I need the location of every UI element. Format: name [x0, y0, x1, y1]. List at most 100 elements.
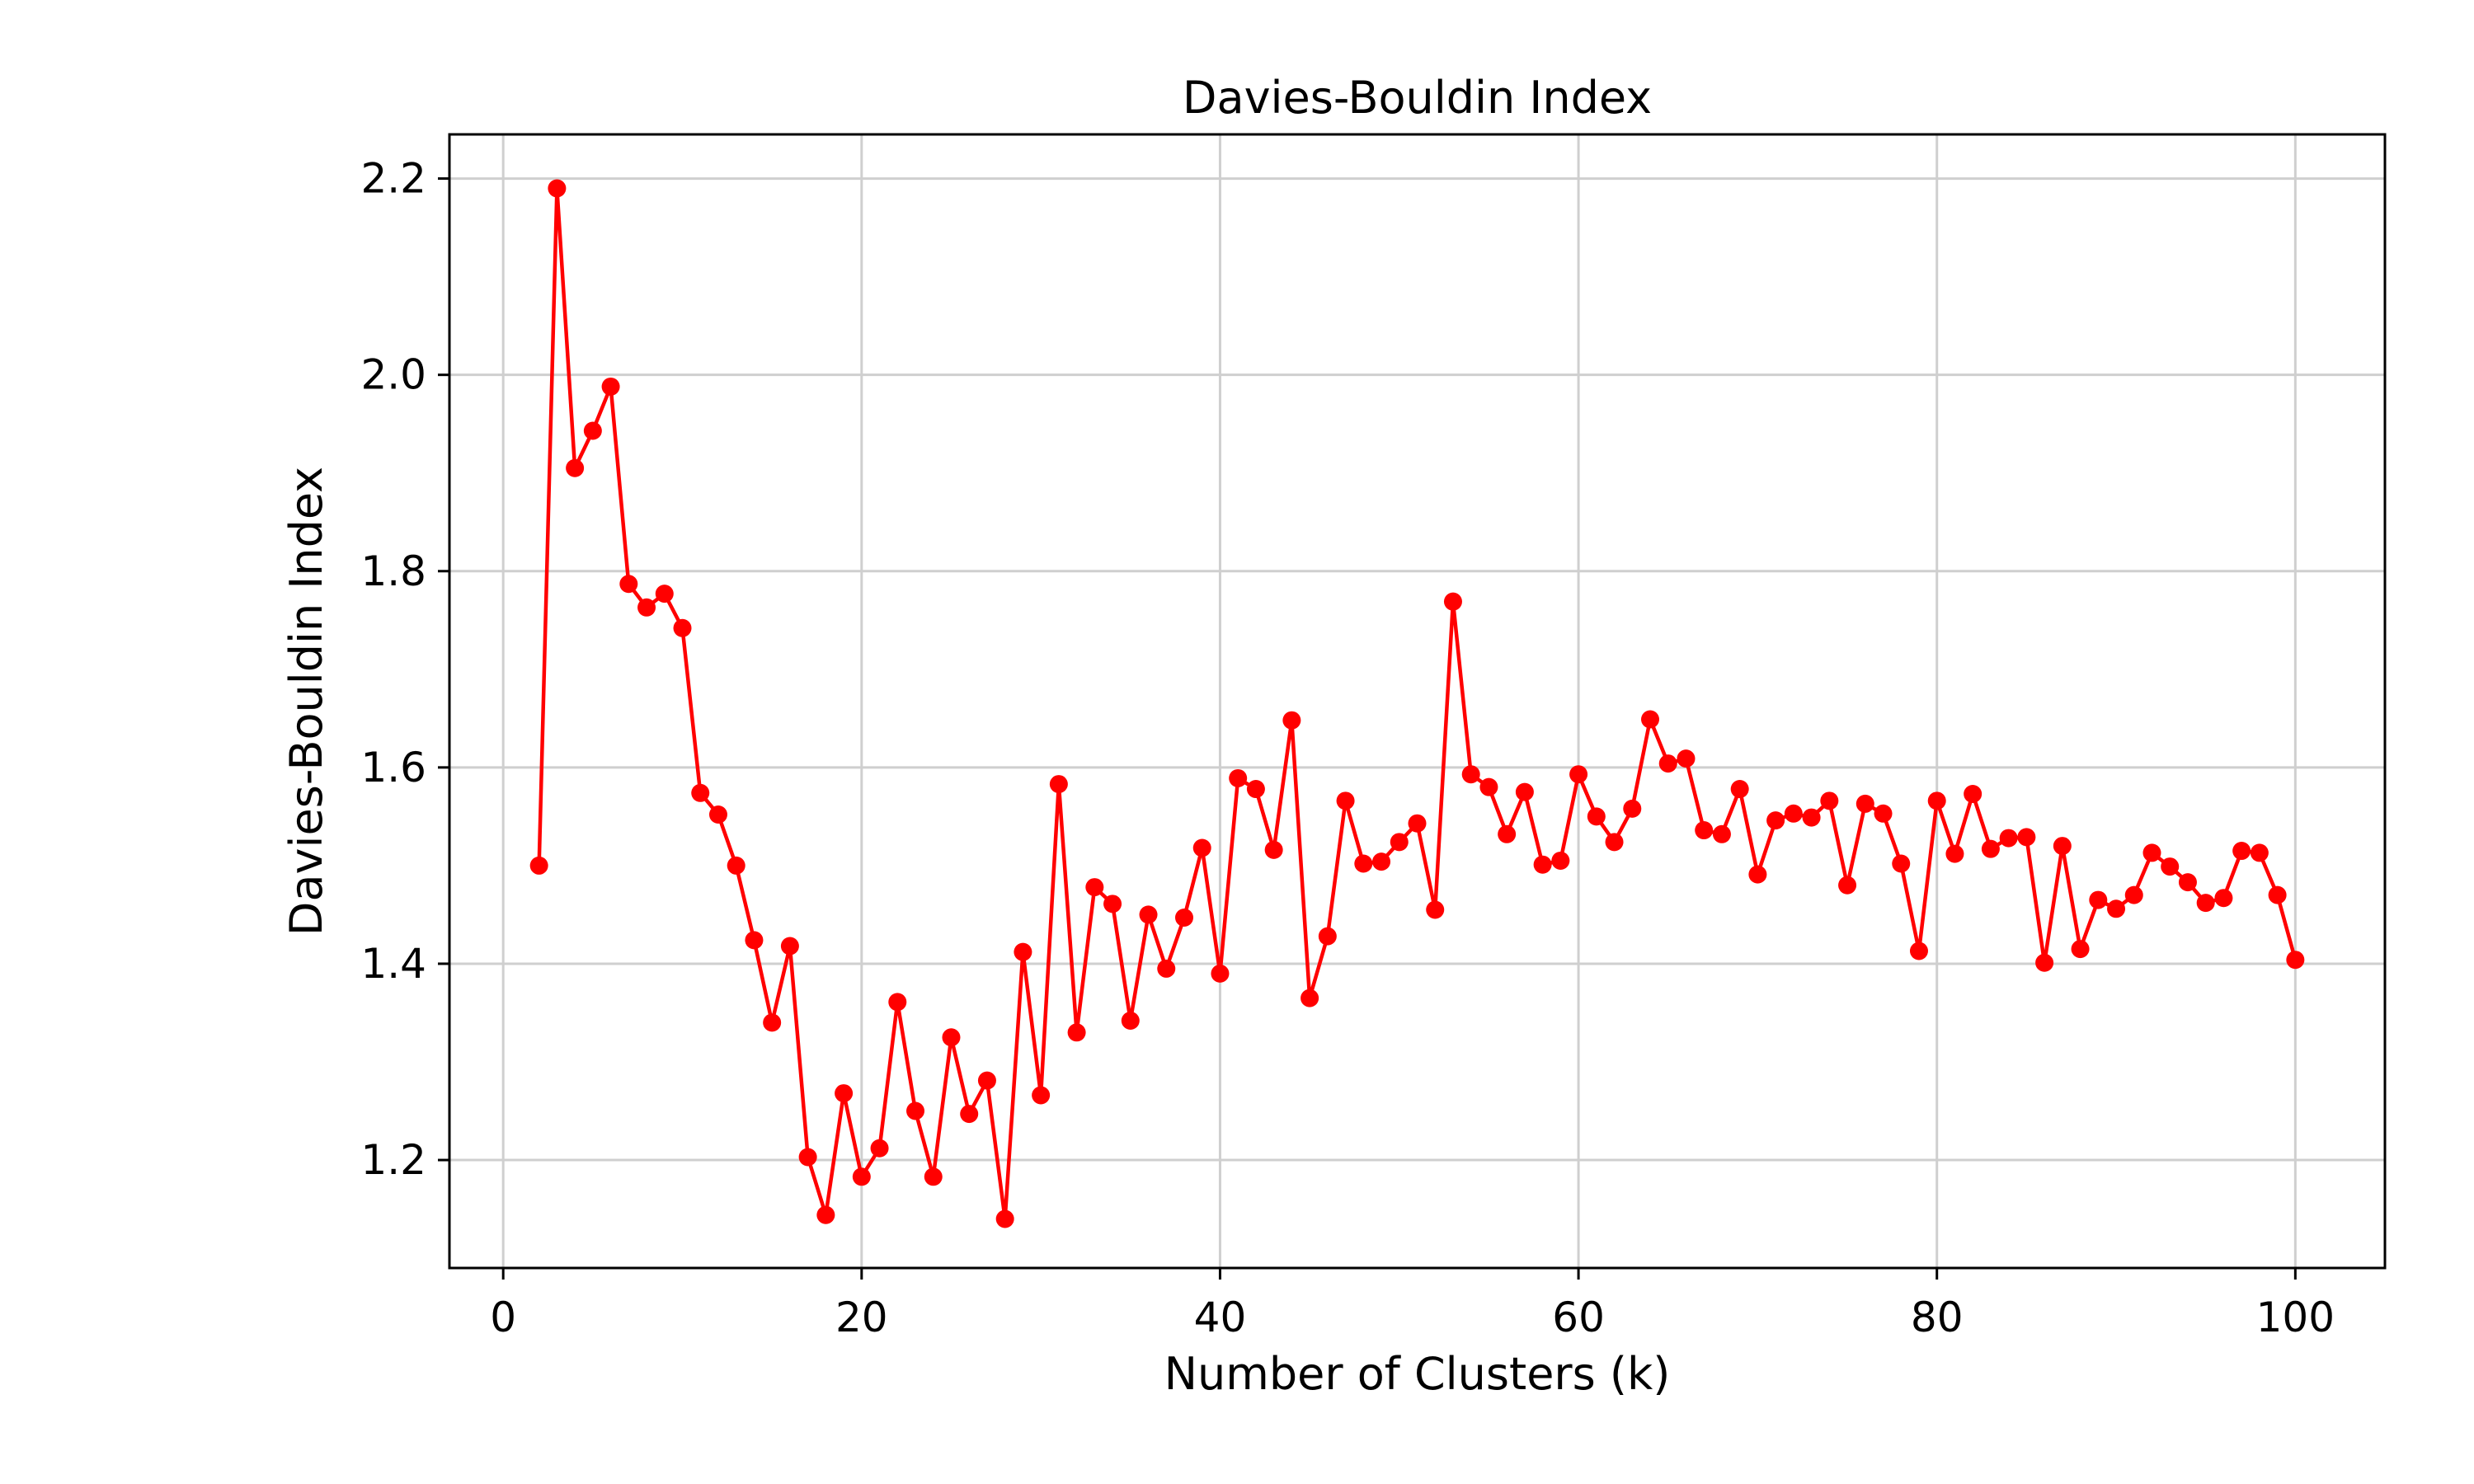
series-point	[2196, 894, 2215, 913]
series-point	[1551, 851, 1570, 870]
series-point	[691, 783, 710, 802]
series-point	[1515, 782, 1534, 801]
series-point	[1211, 964, 1230, 983]
series-point	[583, 421, 602, 440]
series-point	[2089, 890, 2108, 909]
series-point	[2124, 885, 2143, 904]
series-point	[798, 1148, 817, 1167]
series-point	[1712, 824, 1731, 843]
series-point	[1498, 824, 1517, 843]
series-point	[1067, 1023, 1086, 1042]
y-tick-label: 1.6	[360, 744, 426, 791]
series-point	[2142, 843, 2161, 862]
series-point	[2107, 899, 2126, 918]
series-point	[960, 1105, 979, 1124]
series-point	[852, 1167, 871, 1186]
series-point	[1569, 765, 1588, 784]
series-point	[1748, 865, 1767, 884]
series-point	[601, 377, 620, 396]
series-point	[1354, 854, 1373, 873]
series-point	[1605, 833, 1624, 852]
series-point	[1032, 1086, 1051, 1105]
series-point	[2268, 885, 2287, 904]
y-axis-label: Davies-Bouldin Index	[280, 467, 332, 936]
series-point	[1802, 808, 1821, 827]
x-tick-label: 40	[1194, 1294, 1247, 1341]
y-tick-label: 1.4	[360, 940, 426, 988]
series-point	[816, 1205, 835, 1224]
series-point	[780, 937, 799, 956]
series-point	[745, 931, 764, 950]
series-point	[1964, 785, 1982, 803]
series-point	[1139, 905, 1158, 924]
series-point	[2286, 951, 2305, 970]
series-point	[566, 458, 585, 477]
series-point	[1856, 794, 1874, 813]
series-point	[1533, 855, 1552, 874]
series-point	[1909, 942, 1928, 960]
series-point	[2161, 857, 2180, 876]
series-point	[1784, 804, 1803, 823]
series-point	[977, 1071, 996, 1090]
series-point	[1945, 844, 1964, 863]
series-points	[529, 179, 2305, 1228]
series-point	[548, 179, 567, 198]
series-point	[1372, 852, 1391, 871]
series-point	[1892, 854, 1911, 873]
y-tick-label: 1.8	[360, 547, 426, 595]
series-point	[1443, 592, 1462, 611]
series-point	[1677, 749, 1696, 768]
series-point	[924, 1167, 943, 1186]
x-tick-label: 0	[490, 1294, 516, 1341]
y-tick-label: 2.0	[360, 351, 426, 399]
series-point	[1927, 791, 1946, 810]
series-point	[1157, 959, 1176, 978]
series-point	[870, 1139, 889, 1158]
series-point	[1766, 811, 1785, 830]
series-point	[995, 1209, 1014, 1228]
series-point	[2071, 940, 2090, 959]
series-point	[2232, 842, 2251, 861]
series-point	[1318, 927, 1337, 946]
series-point	[2250, 843, 2269, 862]
series-point	[906, 1101, 925, 1120]
y-tick-label: 2.2	[360, 155, 426, 203]
series-point	[637, 598, 656, 617]
series-point	[708, 805, 727, 824]
series-point	[655, 585, 674, 603]
series-point	[835, 1084, 854, 1103]
series-point	[619, 575, 638, 594]
series-point	[1408, 814, 1427, 833]
ticks: 0 20 40 60 80 100 1.2 1.4 1.6 1.8 2.0 2.2	[360, 155, 2335, 1341]
series-point	[2017, 828, 2036, 847]
series-line	[537, 188, 2298, 1219]
series-point	[1426, 900, 1445, 919]
series-point	[1085, 878, 1104, 897]
series-point	[1300, 989, 1319, 1007]
series-point	[1623, 799, 1642, 818]
series-point	[1838, 876, 1857, 895]
series-point	[1264, 840, 1283, 859]
series-point	[529, 856, 548, 875]
x-tick-label: 100	[2256, 1294, 2335, 1341]
series-point	[1103, 895, 1122, 913]
series-point	[1121, 1012, 1140, 1030]
x-tick-label: 20	[835, 1294, 888, 1341]
grid	[449, 134, 2385, 1268]
series-point	[1282, 711, 1301, 730]
series-point	[888, 993, 907, 1012]
series-point	[1820, 791, 1839, 810]
series-point	[1336, 791, 1355, 810]
series-point	[1246, 780, 1265, 799]
series-point	[1390, 833, 1409, 852]
series-point	[1461, 765, 1480, 784]
series-point	[1049, 775, 1068, 794]
series-point	[673, 618, 692, 637]
series-point	[1229, 768, 1248, 787]
series-point	[1874, 804, 1893, 823]
plot-frame	[448, 133, 2387, 1270]
series-point	[1174, 909, 1193, 927]
series-point	[1730, 780, 1749, 799]
chart-title: Davies-Bouldin Index	[1183, 72, 1652, 124]
